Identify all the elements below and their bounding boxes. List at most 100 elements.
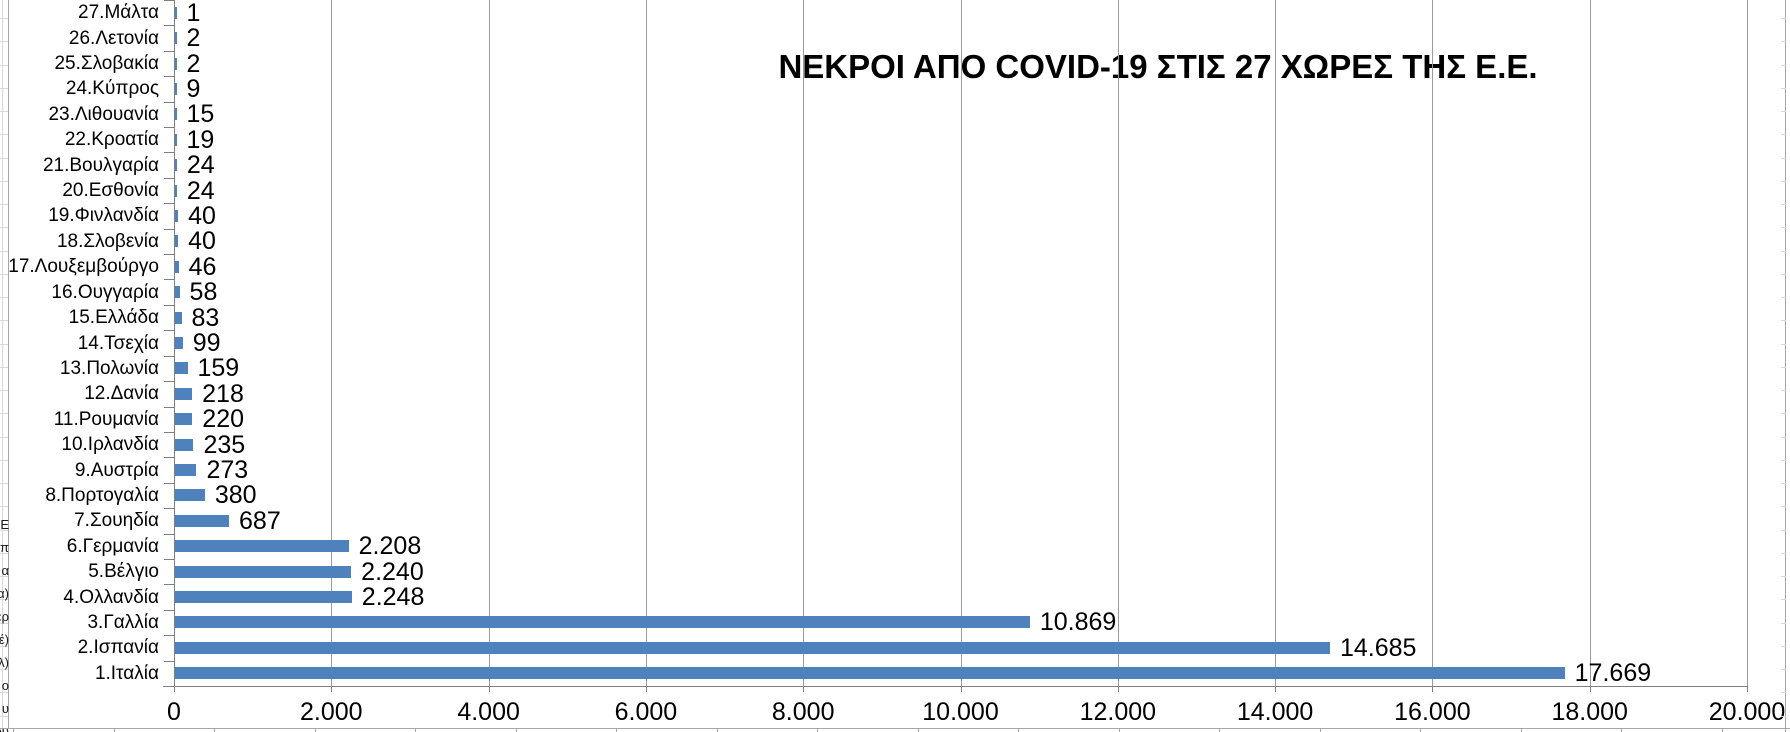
- bar-17.Λουξεμβούργο[interactable]: [175, 260, 179, 273]
- category-axis-tick: [164, 0, 174, 1]
- category-axis-tick: [164, 203, 174, 205]
- sheet-column-tick: [1420, 728, 1421, 732]
- value-label: 2: [186, 24, 201, 53]
- bar-8.Πορτογαλία[interactable]: [175, 489, 205, 502]
- value-label: 2.248: [361, 583, 425, 612]
- category-label: 25.Σλοβακία: [54, 53, 159, 75]
- sheet-row-tick: [1781, 87, 1786, 89]
- plot-gridline: [960, 0, 962, 686]
- sheet-row-tick: [1781, 18, 1786, 19]
- value-label: 40: [188, 201, 216, 230]
- bar-15.Ελλάδα[interactable]: [175, 311, 182, 324]
- sheet-row-gridline: [0, 692, 9, 694]
- sheet-right-row-strip: [1781, 0, 1790, 732]
- x-axis-tick-label: 10.000: [922, 698, 999, 726]
- sheet-column-tick: [314, 728, 316, 732]
- plot-gridline: [1432, 0, 1434, 686]
- bar-14.Τσεχία[interactable]: [175, 337, 183, 349]
- bar-18.Σλοβενία[interactable]: [175, 235, 179, 248]
- bar-12.Δανία[interactable]: [175, 387, 193, 400]
- bar-19.Φινλανδία[interactable]: [175, 209, 179, 222]
- plot-gridline: [1747, 0, 1748, 686]
- covid-deaths-bar-chart[interactable]: ΝΕΚΡΟΙ ΑΠΟ COVID-19 ΣΤΙΣ 27 ΧΩΡΕΣ ΤΗΣ Ε.…: [8, 0, 1786, 728]
- sheet-column-gridline: [2, 0, 3, 732]
- sheet-column-tick: [1721, 728, 1723, 732]
- bar-27.Μάλτα[interactable]: [175, 6, 177, 19]
- category-label: 7.Σουηδία: [74, 510, 159, 532]
- sheet-row-tick: [1781, 41, 1786, 43]
- x-axis-tick-label: 20.000: [1708, 698, 1786, 726]
- sheet-column-tick: [616, 728, 617, 732]
- bar-13.Πολωνία[interactable]: [175, 362, 188, 375]
- sheet-bottom-gridline: [0, 728, 1790, 729]
- bar-23.Λιθουανία[interactable]: [175, 108, 177, 121]
- x-axis-tick-label: 16.000: [1394, 698, 1471, 726]
- x-axis-tick: [1117, 686, 1119, 692]
- value-label: 40: [188, 227, 216, 256]
- bar-20.Εσθονία[interactable]: [175, 184, 177, 197]
- sheet-row-gridline: [0, 18, 9, 19]
- category-label: 9.Αυστρία: [74, 459, 159, 481]
- category-label: 8.Πορτογαλία: [45, 484, 159, 506]
- x-axis-tick-label: 12.000: [1079, 698, 1157, 726]
- sheet-row-tick: [1781, 669, 1786, 670]
- sheet-row-tick: [1781, 459, 1786, 461]
- category-axis-tick: [164, 635, 174, 637]
- sheet-row-tick: [1781, 552, 1786, 554]
- sheet-row-gridline: [0, 320, 9, 322]
- x-axis-tick: [1275, 686, 1277, 692]
- sheet-row-gridline: [0, 459, 9, 461]
- bar-1.Ιταλία[interactable]: [175, 667, 1565, 680]
- sheet-text-fragment: α: [1, 563, 9, 578]
- value-label: 14.685: [1339, 633, 1417, 662]
- x-axis-tick: [1589, 686, 1591, 692]
- bar-2.Ισπανία[interactable]: [175, 641, 1330, 654]
- bar-16.Ουγγαρία[interactable]: [175, 286, 180, 299]
- sheet-column-tick: [716, 728, 718, 732]
- bar-25.Σλοβακία[interactable]: [175, 57, 177, 70]
- bar-10.Ιρλανδία[interactable]: [175, 438, 194, 451]
- bar-24.Κύπρος[interactable]: [175, 82, 177, 95]
- category-label: 12.Δανία: [84, 383, 159, 405]
- sheet-row-gridline: [0, 715, 9, 717]
- x-axis-tick-label: 2.000: [300, 698, 363, 726]
- bar-7.Σουηδία[interactable]: [175, 514, 230, 527]
- category-label: 22.Κροατία: [64, 129, 159, 151]
- x-axis-tick: [174, 686, 175, 692]
- x-axis-tick-label: 8.000: [771, 698, 835, 726]
- x-axis-tick: [960, 686, 962, 692]
- plot-gridline: [331, 0, 333, 686]
- sheet-row-tick: [1781, 157, 1786, 159]
- bar-3.Γαλλία[interactable]: [175, 616, 1030, 629]
- bar-22.Κροατία[interactable]: [175, 133, 177, 146]
- sheet-row-tick: [1781, 250, 1786, 252]
- sheet-row-tick: [1781, 297, 1786, 298]
- bar-5.Βέλγιο[interactable]: [175, 565, 352, 578]
- category-axis-tick: [164, 609, 174, 611]
- category-axis-tick: [164, 279, 174, 281]
- category-label: 15.Ελλάδα: [68, 307, 159, 329]
- plot-gridline: [645, 0, 647, 686]
- sheet-row-gridline: [0, 552, 9, 554]
- plot-gridline: [803, 0, 805, 686]
- sheet-column-tick: [817, 728, 818, 732]
- sheet-column-tick: [1520, 728, 1522, 732]
- sheet-row-tick: [1781, 436, 1786, 438]
- bar-9.Αυστρία[interactable]: [175, 464, 197, 477]
- bar-26.Λετονία[interactable]: [175, 32, 177, 45]
- sheet-column-tick: [515, 728, 517, 732]
- sheet-row-gridline: [0, 390, 9, 391]
- sheet-column-tick: [1219, 728, 1220, 732]
- category-axis-tick: [164, 304, 174, 306]
- bar-4.Ολλανδία[interactable]: [175, 591, 352, 604]
- sheet-column-tick: [1319, 728, 1321, 732]
- value-label: 58: [189, 278, 218, 307]
- sheet-row-gridline: [0, 669, 9, 670]
- sheet-row-tick: [1781, 506, 1786, 508]
- sheet-text-fragment: ο: [1, 678, 9, 693]
- bar-6.Γερμανία[interactable]: [175, 540, 349, 553]
- bar-11.Ρουμανία[interactable]: [175, 413, 193, 426]
- x-axis-tick: [803, 686, 805, 692]
- bar-21.Βουλγαρία[interactable]: [175, 159, 177, 172]
- category-label: 26.Λετονία: [68, 27, 159, 49]
